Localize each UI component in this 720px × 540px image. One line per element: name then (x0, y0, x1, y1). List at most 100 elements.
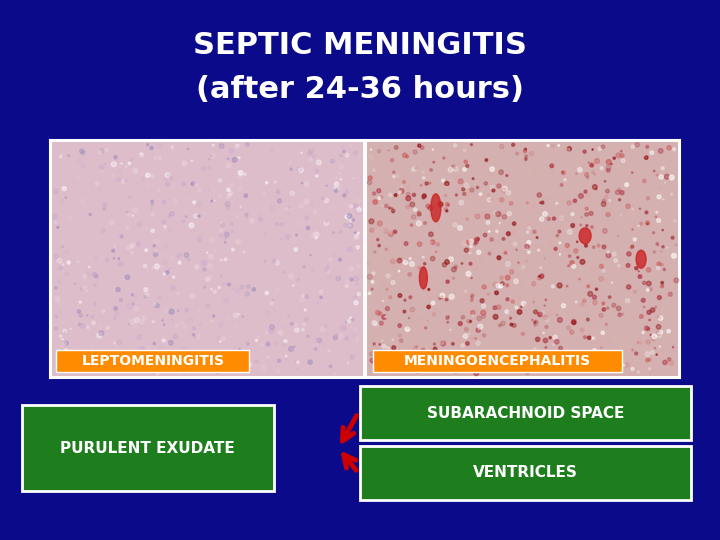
Circle shape (583, 150, 586, 153)
Circle shape (547, 217, 550, 220)
Circle shape (62, 264, 63, 265)
Circle shape (549, 366, 553, 370)
Circle shape (134, 295, 137, 298)
Circle shape (462, 262, 463, 264)
Circle shape (559, 242, 561, 244)
Circle shape (606, 307, 609, 309)
Circle shape (570, 330, 574, 334)
Circle shape (541, 201, 544, 204)
Circle shape (626, 285, 631, 289)
Circle shape (166, 341, 171, 346)
Circle shape (480, 193, 482, 195)
Circle shape (631, 246, 633, 248)
Circle shape (479, 255, 483, 259)
Circle shape (647, 197, 649, 200)
Circle shape (179, 370, 183, 373)
Circle shape (389, 230, 392, 233)
Circle shape (198, 240, 201, 243)
Circle shape (114, 365, 116, 366)
Circle shape (168, 214, 171, 218)
Circle shape (216, 358, 220, 362)
Circle shape (120, 170, 121, 171)
Circle shape (442, 262, 446, 267)
Circle shape (547, 145, 549, 147)
Circle shape (85, 359, 88, 361)
Circle shape (153, 252, 158, 256)
Circle shape (674, 190, 677, 193)
Circle shape (136, 242, 140, 246)
Circle shape (102, 202, 107, 206)
Circle shape (657, 195, 661, 199)
Circle shape (189, 223, 194, 228)
Circle shape (142, 178, 144, 180)
Circle shape (458, 179, 463, 184)
Circle shape (224, 353, 227, 356)
Circle shape (369, 160, 371, 161)
Circle shape (64, 332, 66, 334)
Circle shape (119, 262, 122, 266)
Circle shape (581, 164, 586, 168)
Circle shape (133, 207, 138, 212)
Circle shape (392, 346, 396, 350)
Circle shape (657, 295, 662, 300)
Circle shape (659, 175, 663, 179)
Circle shape (154, 239, 159, 244)
Circle shape (77, 310, 81, 313)
Circle shape (404, 242, 408, 245)
Circle shape (602, 269, 605, 272)
Circle shape (454, 144, 456, 147)
Circle shape (270, 149, 274, 152)
Circle shape (460, 265, 463, 268)
Circle shape (545, 299, 546, 301)
Circle shape (505, 262, 510, 267)
Circle shape (658, 305, 661, 307)
Circle shape (526, 221, 531, 226)
Circle shape (331, 205, 336, 210)
Circle shape (623, 268, 626, 272)
Circle shape (524, 304, 529, 309)
Circle shape (265, 310, 269, 315)
Circle shape (497, 256, 501, 260)
Circle shape (415, 346, 417, 347)
FancyBboxPatch shape (53, 143, 364, 376)
Circle shape (408, 318, 410, 319)
Circle shape (585, 173, 588, 177)
Circle shape (463, 192, 466, 195)
Circle shape (140, 153, 144, 157)
Circle shape (278, 330, 283, 335)
Circle shape (389, 296, 392, 299)
Circle shape (518, 262, 519, 264)
Circle shape (61, 199, 64, 202)
Circle shape (315, 210, 316, 212)
Circle shape (211, 288, 212, 290)
Circle shape (444, 156, 448, 160)
Circle shape (578, 167, 582, 172)
Circle shape (76, 359, 80, 363)
Circle shape (449, 294, 454, 299)
Circle shape (153, 303, 156, 305)
Circle shape (181, 182, 185, 186)
Circle shape (296, 234, 297, 236)
Circle shape (610, 362, 613, 365)
Circle shape (451, 342, 454, 345)
Circle shape (422, 151, 423, 152)
Circle shape (264, 192, 265, 194)
Circle shape (126, 226, 129, 229)
Circle shape (238, 364, 240, 365)
Circle shape (616, 190, 620, 194)
Circle shape (94, 284, 96, 286)
Circle shape (142, 316, 147, 320)
Circle shape (376, 310, 380, 315)
Circle shape (441, 341, 446, 346)
Circle shape (429, 182, 431, 184)
Circle shape (178, 310, 179, 312)
Circle shape (544, 258, 545, 259)
Circle shape (408, 273, 412, 276)
Circle shape (334, 189, 338, 192)
Circle shape (147, 367, 150, 370)
Circle shape (470, 245, 472, 248)
Circle shape (333, 255, 336, 257)
Circle shape (661, 281, 664, 284)
Circle shape (152, 267, 154, 269)
Circle shape (399, 349, 400, 351)
